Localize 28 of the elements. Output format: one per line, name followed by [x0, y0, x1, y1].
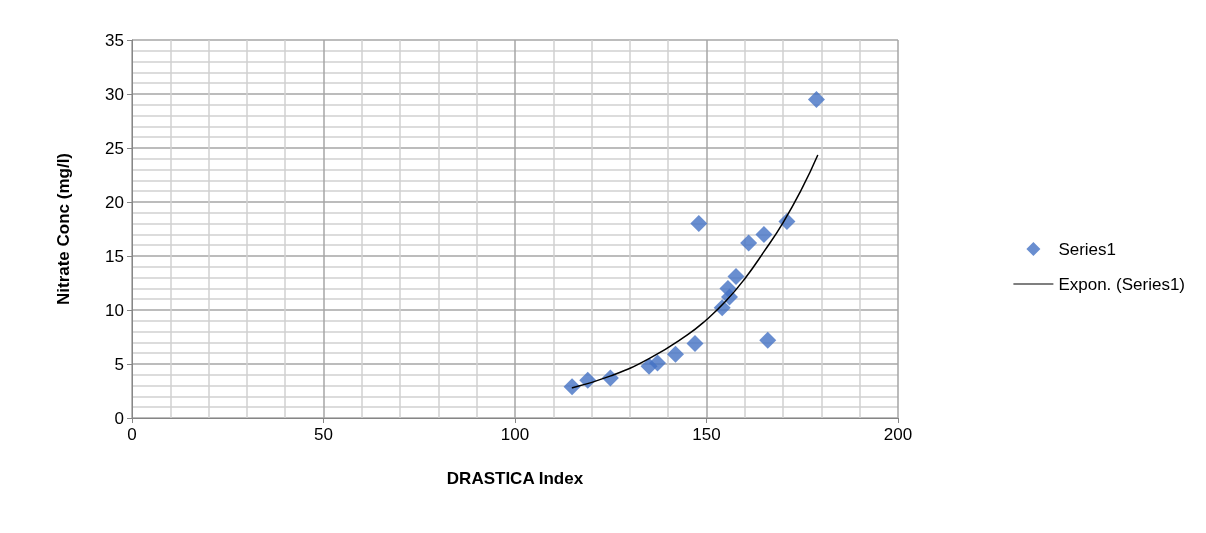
x-tick-label: 200 [883, 425, 913, 444]
y-tick-label: 15 [105, 246, 124, 266]
y-tick-label: 0 [114, 408, 124, 428]
x-tick-label: 0 [127, 425, 137, 444]
point [759, 331, 777, 349]
point [719, 279, 737, 297]
point [686, 334, 704, 352]
y-tick-label: 25 [105, 138, 124, 158]
point [648, 354, 666, 372]
x-tick-label: 100 [500, 425, 530, 444]
x-tick-label: 150 [692, 425, 721, 444]
point [690, 215, 708, 233]
point [807, 90, 825, 108]
legend-label: Series1 [1058, 239, 1117, 259]
legend-label: Expon. (Series1) [1058, 274, 1186, 294]
point [755, 225, 773, 243]
y-tick-label: 20 [105, 192, 124, 212]
x-tick-label: 50 [314, 425, 333, 444]
point [727, 268, 745, 286]
point [563, 378, 581, 396]
y-tick-label: 5 [114, 354, 124, 374]
y-tick-label: 30 [105, 84, 124, 104]
point [666, 345, 684, 363]
x-axis-title: DRASTICA Index [446, 469, 584, 488]
y-axis-title: Nitrate Conc (mg/l) [54, 152, 73, 306]
y-tick-label: 35 [105, 30, 124, 50]
y-tick-label: 10 [105, 300, 124, 320]
point [740, 234, 758, 252]
